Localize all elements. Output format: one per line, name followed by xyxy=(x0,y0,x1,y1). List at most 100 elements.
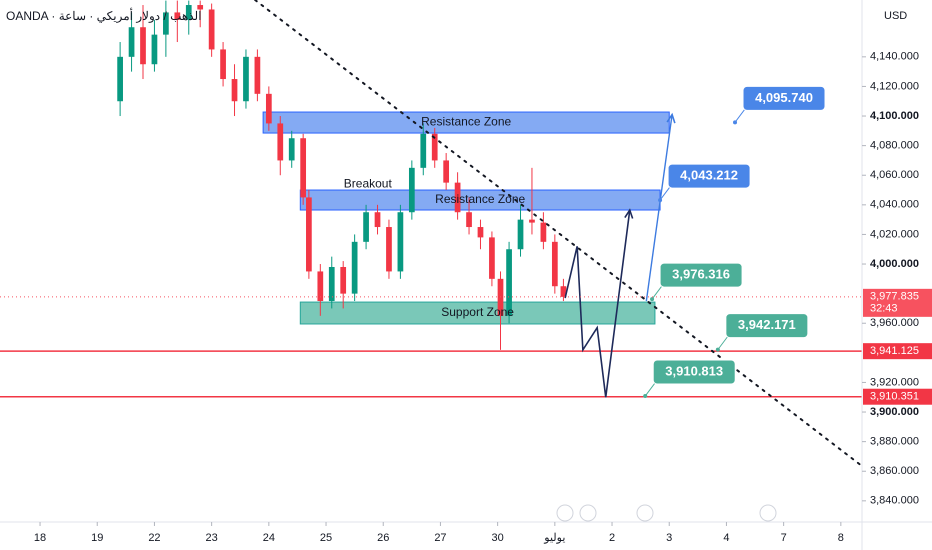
y-tick-label: 4,100.000 xyxy=(870,110,919,122)
candle-body xyxy=(277,123,284,161)
x-tick-label: 19 xyxy=(91,532,103,544)
x-tick-label: 25 xyxy=(320,532,332,544)
y-tick-label: 4,140.000 xyxy=(870,51,919,63)
event-icon[interactable] xyxy=(556,504,574,522)
callout-anchor xyxy=(643,394,648,399)
x-tick-label: 8 xyxy=(838,532,844,544)
x-tick-label: 3 xyxy=(666,532,672,544)
candle-body xyxy=(306,197,312,272)
callout-box xyxy=(742,85,826,111)
candle-body xyxy=(208,9,215,50)
y-tick-label: 4,000.000 xyxy=(870,258,919,270)
callout-box xyxy=(667,163,751,189)
candle-body xyxy=(220,49,226,80)
candle-body xyxy=(254,56,261,94)
last-price-label: 3,977.835 xyxy=(870,291,919,303)
candle-body xyxy=(489,237,495,279)
candle-body xyxy=(529,219,535,223)
candle-body xyxy=(117,56,123,102)
candle-body xyxy=(340,266,347,294)
candle-body xyxy=(351,241,358,294)
candle-body xyxy=(397,212,404,272)
y-tick-label: 4,120.000 xyxy=(870,80,919,92)
last-price-tag xyxy=(863,288,932,317)
candle-body xyxy=(363,212,369,242)
callout-anchor xyxy=(733,120,738,125)
y-tick-label: 3,860.000 xyxy=(870,465,919,477)
candle-body xyxy=(506,249,512,316)
callout-label: 4,043.212 xyxy=(680,168,738,183)
countdown-label: 32:43 xyxy=(870,303,898,315)
callout-box xyxy=(652,359,736,385)
candle-body xyxy=(174,12,181,20)
x-tick-label: يوليو xyxy=(543,532,565,544)
callout-label: 3,910.813 xyxy=(665,363,723,378)
price-tag-label: 3,910.351 xyxy=(870,391,919,403)
currency-label: USD xyxy=(884,10,907,22)
y-tick-label: 4,060.000 xyxy=(870,169,919,181)
y-tick-label: 4,020.000 xyxy=(870,228,919,240)
zone-label: Resistance Zone xyxy=(421,115,511,129)
x-tick-label: 24 xyxy=(263,532,275,544)
callout-label: 4,095.740 xyxy=(755,90,813,105)
y-tick-label: 3,900.000 xyxy=(870,406,919,418)
zone-label: Support Zone xyxy=(441,305,514,319)
candle-body xyxy=(288,138,295,161)
y-tick-label: 3,920.000 xyxy=(870,376,919,388)
callout-label: 3,942.171 xyxy=(738,317,796,332)
x-tick-label: 30 xyxy=(492,532,504,544)
candle-body xyxy=(551,241,558,287)
chart-header: OANDA · الذهب / دولار أمريكي · ساعة xyxy=(6,8,202,23)
candle-body xyxy=(151,34,158,65)
trendline xyxy=(254,0,862,468)
event-icon[interactable] xyxy=(636,504,654,522)
candle-body xyxy=(454,182,461,213)
candle-body xyxy=(477,227,484,238)
candle-body xyxy=(408,167,415,213)
projection-path xyxy=(564,209,631,398)
x-tick-label: 27 xyxy=(434,532,446,544)
candle-body xyxy=(197,5,204,10)
y-tick-label: 3,880.000 xyxy=(870,436,919,448)
candle-body xyxy=(317,271,324,302)
candle-body xyxy=(231,79,238,102)
candle-body xyxy=(128,27,135,57)
callout-label: 3,976.316 xyxy=(672,267,730,282)
price-tag xyxy=(863,343,932,360)
x-tick-label: 22 xyxy=(148,532,160,544)
candle-body xyxy=(163,12,169,35)
x-tick-label: 2 xyxy=(609,532,615,544)
candle-body xyxy=(466,212,472,228)
candle-body xyxy=(443,160,450,183)
arrow-head xyxy=(666,112,676,124)
event-icon[interactable] xyxy=(759,504,777,522)
x-tick-label: 18 xyxy=(34,532,46,544)
candle-body xyxy=(328,266,335,302)
y-tick-label: 3,960.000 xyxy=(870,317,919,329)
callout-anchor xyxy=(650,297,655,302)
x-tick-label: 4 xyxy=(723,532,729,544)
candle-body xyxy=(300,138,307,198)
candle-body xyxy=(265,93,272,124)
candle-body xyxy=(243,56,249,102)
callout-box xyxy=(725,313,809,339)
x-tick-label: 26 xyxy=(377,532,389,544)
zone xyxy=(262,111,670,134)
y-tick-label: 3,840.000 xyxy=(870,495,919,507)
candle-body xyxy=(540,222,547,242)
annotation: Breakout xyxy=(344,176,393,190)
candle-body xyxy=(386,227,392,272)
candle-body xyxy=(431,133,438,161)
callout-box xyxy=(659,262,743,288)
candle-body xyxy=(517,219,524,250)
event-icon[interactable] xyxy=(579,504,597,522)
x-tick-label: 23 xyxy=(206,532,218,544)
candle-body xyxy=(185,5,192,20)
zone xyxy=(299,301,656,325)
arrow-head xyxy=(624,208,634,219)
candle-body xyxy=(420,133,427,168)
price-tag-label: 3,941.125 xyxy=(870,345,919,357)
candle-body xyxy=(374,212,381,228)
plot-area: Resistance Zone Resistance Zone Support Zo… xyxy=(0,0,862,468)
